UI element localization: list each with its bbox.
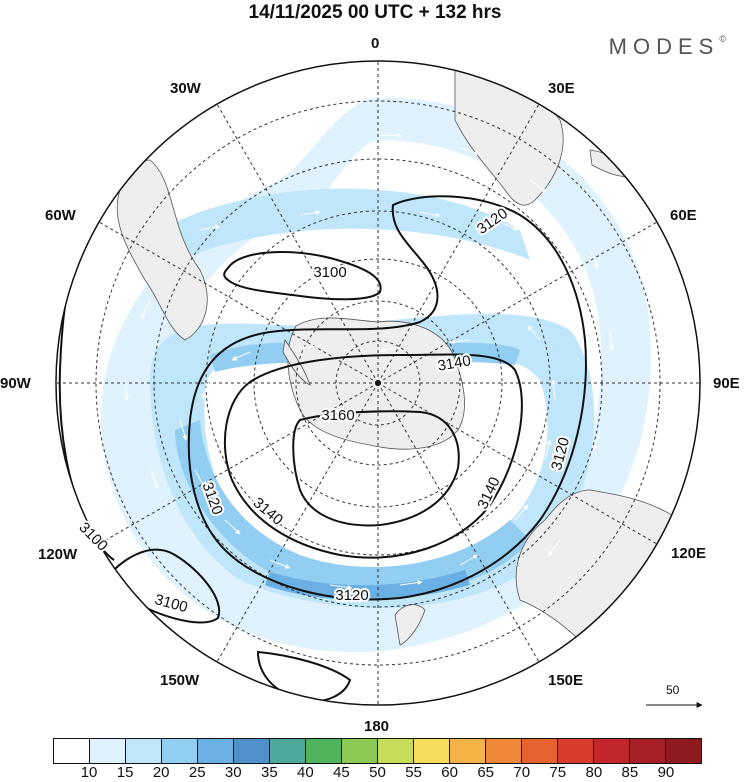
lon-label-150w: 150W [160,672,200,689]
reference-vector-label: 50 [666,683,680,697]
colorbar-swatch [90,739,126,763]
antarctic-peninsula [282,338,311,386]
lon-label-30w: 30W [170,80,201,97]
new-zealand [394,604,426,646]
colorbar-swatch [162,739,198,763]
lon-label-30e: 30E [548,80,575,97]
jet-core-3 [265,570,470,600]
colorbar-tick-label: 90 [657,764,675,781]
colorbar-tick-label: 15 [116,764,134,781]
contour-3120 [187,195,587,601]
lon-label-60w: 60W [45,207,76,224]
contour-label: 3100 [75,519,111,555]
colorbar-swatch [198,739,234,763]
map-border [55,60,701,706]
colorbar-swatch [630,739,666,763]
colorbar-swatch [486,739,522,763]
colorbar-swatch [306,739,342,763]
colorbar-swatch [558,739,594,763]
colorbar-swatch [450,739,486,763]
lon-label-60e: 60E [670,207,697,224]
colorbar-tick-label: 75 [549,764,567,781]
colorbar [53,738,702,764]
lon-label-90e: 90E [713,375,740,392]
wind-vectors [124,133,615,590]
south-pole-marker [375,380,381,386]
colorbar-swatch [522,739,558,763]
colorbar-tick-label: 70 [513,764,531,781]
map-title: 14/11/2025 00 UTC + 132 hrs [248,2,502,23]
colorbar-tick-label: 65 [477,764,494,781]
colorbar-tick-label: 35 [260,764,278,781]
lon-label-0: 0 [371,35,380,52]
colorbar-swatch [666,739,701,763]
colorbar-tick-label: 60 [441,764,458,781]
contour-label: 3120 [335,587,368,604]
lon-label-150e: 150E [548,672,584,689]
jet-main-band [150,313,594,608]
colorbar-swatch [414,739,450,763]
wind-speed-shading [101,97,651,653]
lon-label-120w: 120W [38,546,78,563]
colorbar-tick-label: 85 [621,764,639,781]
contour-3160 [292,410,460,527]
jet-polar-band [160,188,530,265]
brand-name: MODES [608,34,720,59]
colorbar-tick-label: 50 [369,764,386,781]
lon-label-90w: 90W [0,375,31,392]
lon-label-180: 180 [364,718,390,735]
contour-3140 [223,353,523,559]
contour-3100-upper [223,251,382,301]
colorbar-tick-label: 40 [297,764,314,781]
colorbar-tick-label: 25 [188,764,206,781]
jet-core [175,420,530,596]
contour-3100-s [256,650,352,703]
africa [454,61,564,206]
copyright-icon: © [719,34,726,44]
graticule [56,61,700,705]
colorbar-tick-label: 20 [152,764,170,781]
colorbar-tick-label: 10 [80,764,98,781]
colorbar-swatch [594,739,630,763]
contour-label: 3100 [313,264,346,281]
colorbar-tick-label: 45 [333,764,350,781]
colorbar-swatch [54,739,90,763]
colorbar-tick-label: 55 [405,764,422,781]
colorbar-swatch [234,739,270,763]
contour-label: 3140 [474,474,504,511]
colorbar-tick-label: 30 [224,764,242,781]
lon-label-120e: 120E [671,545,707,562]
brand-logo: MODES© [609,34,726,60]
colorbar-tick-label: 80 [585,764,603,781]
colorbar-swatch [270,739,306,763]
contour-label: 3160 [321,407,354,424]
colorbar-swatch [126,739,162,763]
colorbar-swatch [342,739,378,763]
colorbar-swatch [378,739,414,763]
